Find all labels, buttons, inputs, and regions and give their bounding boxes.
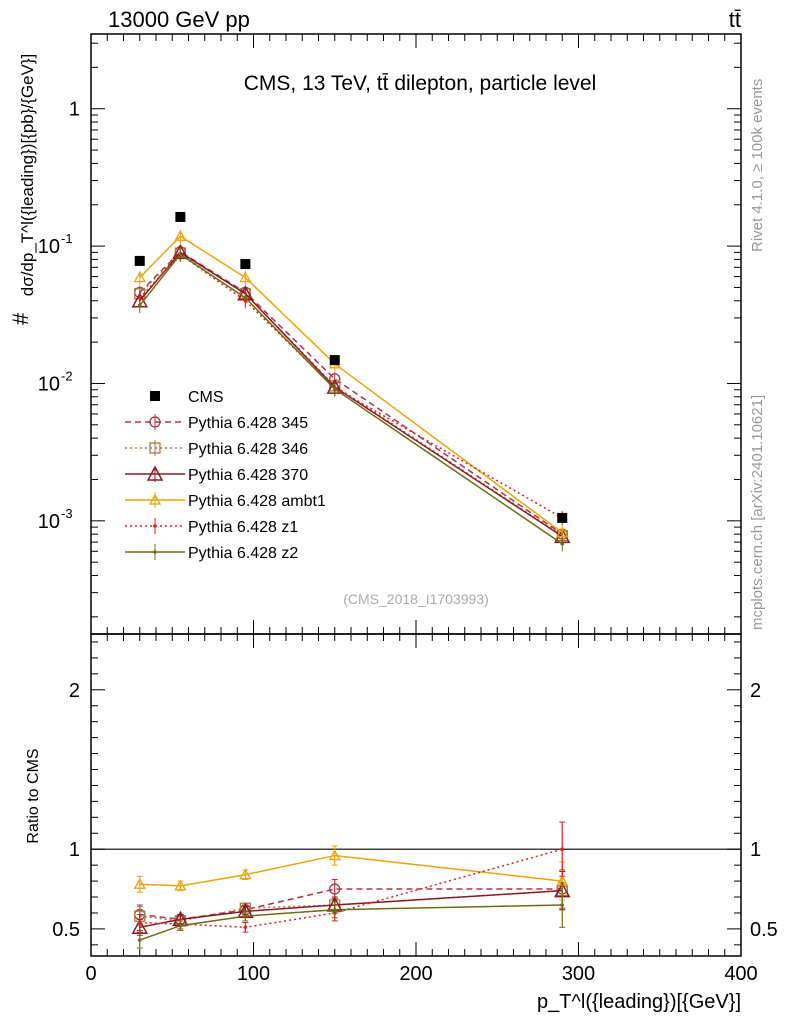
ratio-point — [133, 877, 146, 889]
ratio-series-346 — [134, 871, 568, 927]
ratio-tick-label-right: 1 — [750, 839, 761, 861]
x-tick-label: 0 — [85, 963, 96, 985]
ratio-point — [560, 903, 565, 907]
analysis-id: (CMS_2018_I1703993) — [343, 591, 489, 607]
legend-item-cms: CMS — [150, 389, 224, 406]
source-label: mcplots.cern.ch [arXiv:2401.10621] — [749, 395, 766, 630]
ratio-point — [560, 847, 565, 851]
main-plot-frame — [90, 33, 742, 635]
legend-marker — [146, 465, 164, 481]
cms-data-point — [329, 355, 340, 366]
ratio-tick-label-right: 0.5 — [750, 919, 778, 941]
legend-marker — [149, 442, 161, 454]
y-label-prefix: # — [8, 312, 33, 325]
ratio-point — [239, 868, 252, 880]
legend-item-z2: Pythia 6.428 z2 — [125, 544, 298, 562]
rivet-label: Rivet 4.1.0, ≥ 100k events — [749, 79, 766, 252]
legend-marker — [148, 493, 162, 505]
main-y-axis-label: # dσ/dp_T^l({leading})[{pb}/{GeV}] — [8, 54, 37, 325]
y-tick-label: 10 — [38, 373, 60, 395]
ratio-tick-label: 1 — [69, 839, 80, 861]
ratio-line — [139, 888, 563, 921]
data-point — [137, 296, 142, 300]
data-point — [560, 542, 565, 546]
process-label: tt̄ — [729, 7, 741, 32]
ratio-series-ambt1 — [133, 845, 569, 901]
x-tick-label: 100 — [237, 963, 270, 985]
ratio-tick-label: 0.5 — [52, 919, 80, 941]
ratio-point — [174, 879, 187, 891]
main-series — [131, 211, 571, 552]
ratio-point — [328, 849, 341, 861]
cms-data-point — [134, 255, 145, 266]
y-tick-label: 10 — [38, 511, 60, 533]
ratio-series — [131, 821, 571, 949]
series-cms — [134, 211, 568, 523]
ratio-y-label: Ratio to CMS — [25, 748, 42, 843]
y-label: dσ/dp_T^l({leading})[{pb}/{GeV}] — [18, 54, 37, 296]
ratio-point — [178, 923, 183, 928]
legend-item-ambt1: Pythia 6.428 ambt1 — [125, 492, 326, 510]
cms-data-point — [557, 512, 568, 523]
legend: CMS Pythia 6.428 345 Pythia 6.428 346 Pythi… — [125, 389, 326, 562]
y-tick-exponent: -1 — [61, 231, 73, 246]
legend-label: Pythia 6.428 370 — [188, 467, 308, 484]
data-point — [243, 296, 248, 300]
y-tick-label: 1 — [69, 99, 80, 121]
x-tick-label: 400 — [724, 963, 757, 985]
legend-item-345: Pythia 6.428 345 — [125, 414, 308, 432]
ratio-series-z1 — [136, 821, 566, 933]
ratio-point — [329, 883, 341, 895]
data-point — [178, 252, 183, 257]
data-point — [133, 271, 146, 283]
legend-marker — [150, 391, 160, 401]
legend-marker — [149, 416, 161, 428]
y-tick-exponent: -3 — [61, 506, 73, 521]
legend-label: Pythia 6.428 345 — [188, 415, 308, 432]
ratio-point — [137, 938, 142, 942]
data-point — [239, 271, 252, 283]
x-label: p_T^l({leading})[{GeV}] — [537, 991, 741, 1013]
legend-label: Pythia 6.428 346 — [188, 441, 308, 458]
ratio-line — [139, 854, 563, 887]
data-point — [556, 526, 569, 538]
ratio-point — [243, 914, 248, 918]
cms-data-point — [240, 259, 251, 270]
legend-marker — [153, 524, 157, 528]
cms-data-point — [175, 211, 186, 222]
x-tick-label: 300 — [562, 963, 595, 985]
energy-label: 13000 GeV pp — [108, 7, 250, 32]
ratio-series-345 — [134, 869, 568, 925]
series-z2 — [137, 247, 565, 552]
legend-item-370: Pythia 6.428 370 — [125, 465, 308, 484]
y-tick-exponent: -2 — [61, 368, 73, 383]
ratio-tick-label: 2 — [69, 680, 80, 702]
data-point — [332, 387, 337, 391]
ratio-series-z2 — [136, 882, 566, 949]
ratio-tick-label-right: 2 — [750, 680, 761, 702]
ratio-point — [243, 925, 248, 930]
y-tick-label: 10 — [38, 236, 60, 258]
ratio-point — [137, 920, 142, 925]
legend-label: CMS — [188, 389, 224, 406]
x-tick-label: 200 — [399, 963, 432, 985]
legend-item-z1: Pythia 6.428 z1 — [125, 518, 298, 536]
legend-label: Pythia 6.428 ambt1 — [188, 493, 326, 510]
legend-label: Pythia 6.428 z1 — [188, 519, 298, 536]
plot-title: CMS, 13 TeV, tt̄ dilepton, particle leve… — [244, 72, 597, 95]
data-point — [137, 303, 142, 308]
ratio-point — [332, 907, 337, 912]
legend-marker — [153, 550, 157, 554]
ratio-line — [139, 904, 563, 941]
ratio-series-370 — [131, 871, 571, 936]
series-line — [139, 235, 563, 534]
data-point — [174, 229, 187, 241]
series-line — [139, 253, 563, 519]
legend-label: Pythia 6.428 z2 — [188, 545, 298, 562]
legend-item-346: Pythia 6.428 346 — [125, 440, 308, 458]
